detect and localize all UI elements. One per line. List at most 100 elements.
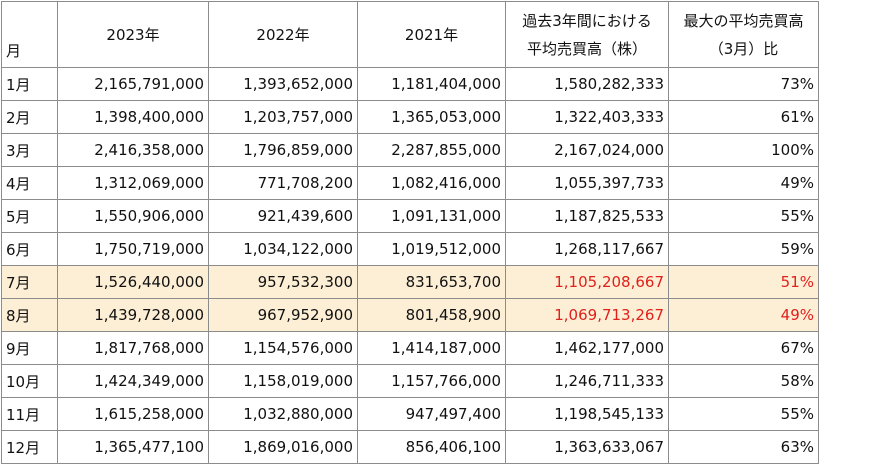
value-cell: 1,615,258,000 bbox=[57, 397, 209, 431]
value-cell: 1,365,053,000 bbox=[357, 100, 506, 134]
value-cell: 49% bbox=[668, 298, 819, 332]
table-row: 6月 1,750,719,000 1,034,122,000 1,019,512,00… bbox=[1, 232, 819, 266]
value-cell: 1,198,545,133 bbox=[505, 397, 669, 431]
table-row: 5月 1,550,906,000 921,439,600 1,091,131,000 1… bbox=[1, 199, 819, 233]
value-cell: 2,287,855,000 bbox=[357, 133, 506, 167]
value-cell: 55% bbox=[668, 397, 819, 431]
value-cell: 1,312,069,000 bbox=[57, 166, 209, 200]
month-cell: 11月 bbox=[1, 397, 58, 431]
value-cell: 1,462,177,000 bbox=[505, 331, 669, 365]
month-cell: 6月 bbox=[1, 232, 58, 266]
table-row: 8月 1,439,728,000 967,952,900 801,458,900 1,0… bbox=[1, 298, 819, 332]
header-row: 月 2023年 2022年 2021年 過去3年間における 平均売買高（株） 最大の平均売買… bbox=[1, 1, 819, 68]
header-line: 月 bbox=[6, 42, 22, 60]
table-row: 1月 2,165,791,000 1,393,652,000 1,181,404,00… bbox=[1, 67, 819, 101]
value-cell: 1,424,349,000 bbox=[57, 364, 209, 398]
table-row: 9月 1,817,768,000 1,154,576,000 1,414,187,00… bbox=[1, 331, 819, 365]
header-line: 最大の平均売買高 bbox=[683, 11, 804, 30]
value-cell: 1,091,131,000 bbox=[357, 199, 506, 233]
value-cell: 1,580,282,333 bbox=[505, 67, 669, 101]
value-cell: 63% bbox=[668, 430, 819, 464]
value-cell: 1,322,403,333 bbox=[505, 100, 669, 134]
value-cell: 856,406,100 bbox=[357, 430, 506, 464]
value-cell: 1,158,019,000 bbox=[208, 364, 358, 398]
value-cell: 801,458,900 bbox=[357, 298, 506, 332]
value-cell: 1,796,859,000 bbox=[208, 133, 358, 167]
value-cell: 967,952,900 bbox=[208, 298, 358, 332]
value-cell: 59% bbox=[668, 232, 819, 266]
value-cell: 1,393,652,000 bbox=[208, 67, 358, 101]
month-cell: 7月 bbox=[1, 265, 58, 299]
header-cell: 2023年 bbox=[57, 1, 209, 68]
table-row: 10月 1,424,349,000 1,158,019,000 1,157,766,0… bbox=[1, 364, 819, 398]
value-cell: 2,167,024,000 bbox=[505, 133, 669, 167]
value-cell: 1,105,208,667 bbox=[505, 265, 669, 299]
value-cell: 1,869,016,000 bbox=[208, 430, 358, 464]
table-row: 7月 1,526,440,000 957,532,300 831,653,700 1,1… bbox=[1, 265, 819, 299]
table-row: 3月 2,416,358,000 1,796,859,000 2,287,855,00… bbox=[1, 133, 819, 167]
value-cell: 61% bbox=[668, 100, 819, 134]
value-cell: 100% bbox=[668, 133, 819, 167]
value-cell: 1,019,512,000 bbox=[357, 232, 506, 266]
value-cell: 1,187,825,533 bbox=[505, 199, 669, 233]
sales-table: 月 2023年 2022年 2021年 過去3年間における 平均売買高（株） 最大の平均売買… bbox=[1, 1, 819, 464]
month-cell: 10月 bbox=[1, 364, 58, 398]
table-body: 1月 2,165,791,000 1,393,652,000 1,181,404,00… bbox=[1, 67, 819, 464]
table-row: 11月 1,615,258,000 1,032,880,000 947,497,400… bbox=[1, 397, 819, 431]
value-cell: 921,439,600 bbox=[208, 199, 358, 233]
value-cell: 831,653,700 bbox=[357, 265, 506, 299]
header-line: 2023年 bbox=[106, 25, 160, 44]
value-cell: 1,398,400,000 bbox=[57, 100, 209, 134]
header-cell: 過去3年間における 平均売買高（株） bbox=[505, 1, 669, 68]
month-cell: 1月 bbox=[1, 67, 58, 101]
month-cell: 3月 bbox=[1, 133, 58, 167]
header-line: （3月）比 bbox=[708, 39, 779, 58]
value-cell: 1,246,711,333 bbox=[505, 364, 669, 398]
month-cell: 2月 bbox=[1, 100, 58, 134]
value-cell: 2,165,791,000 bbox=[57, 67, 209, 101]
value-cell: 1,365,477,100 bbox=[57, 430, 209, 464]
table-row: 12月 1,365,477,100 1,869,016,000 856,406,100… bbox=[1, 430, 819, 464]
value-cell: 49% bbox=[668, 166, 819, 200]
header-line: 2021年 bbox=[404, 25, 459, 44]
month-cell: 5月 bbox=[1, 199, 58, 233]
value-cell: 1,034,122,000 bbox=[208, 232, 358, 266]
value-cell: 1,082,416,000 bbox=[357, 166, 506, 200]
value-cell: 2,416,358,000 bbox=[57, 133, 209, 167]
header-line: 平均売買高（株） bbox=[526, 39, 647, 58]
month-cell: 9月 bbox=[1, 331, 58, 365]
value-cell: 947,497,400 bbox=[357, 397, 506, 431]
month-cell: 12月 bbox=[1, 430, 58, 464]
month-cell: 4月 bbox=[1, 166, 58, 200]
value-cell: 1,526,440,000 bbox=[57, 265, 209, 299]
header-cell: 最大の平均売買高 （3月）比 bbox=[668, 1, 819, 68]
value-cell: 1,032,880,000 bbox=[208, 397, 358, 431]
table-row: 4月 1,312,069,000 771,708,200 1,082,416,000 1… bbox=[1, 166, 819, 200]
month-cell: 8月 bbox=[1, 298, 58, 332]
value-cell: 1,055,397,733 bbox=[505, 166, 669, 200]
value-cell: 1,363,633,067 bbox=[505, 430, 669, 464]
header-line: 2022年 bbox=[256, 25, 310, 44]
value-cell: 58% bbox=[668, 364, 819, 398]
value-cell: 67% bbox=[668, 331, 819, 365]
value-cell: 73% bbox=[668, 67, 819, 101]
value-cell: 1,414,187,000 bbox=[357, 331, 506, 365]
header-cell: 月 bbox=[1, 1, 58, 68]
value-cell: 1,750,719,000 bbox=[57, 232, 209, 266]
header-line: 過去3年間における bbox=[522, 11, 652, 30]
value-cell: 1,069,713,267 bbox=[505, 298, 669, 332]
value-cell: 1,817,768,000 bbox=[57, 331, 209, 365]
value-cell: 1,203,757,000 bbox=[208, 100, 358, 134]
value-cell: 771,708,200 bbox=[208, 166, 358, 200]
value-cell: 1,154,576,000 bbox=[208, 331, 358, 365]
header-cell: 2021年 bbox=[357, 1, 506, 68]
value-cell: 1,268,117,667 bbox=[505, 232, 669, 266]
value-cell: 957,532,300 bbox=[208, 265, 358, 299]
value-cell: 55% bbox=[668, 199, 819, 233]
value-cell: 1,550,906,000 bbox=[57, 199, 209, 233]
header-cell: 2022年 bbox=[208, 1, 358, 68]
value-cell: 1,181,404,000 bbox=[357, 67, 506, 101]
value-cell: 1,157,766,000 bbox=[357, 364, 506, 398]
value-cell: 1,439,728,000 bbox=[57, 298, 209, 332]
